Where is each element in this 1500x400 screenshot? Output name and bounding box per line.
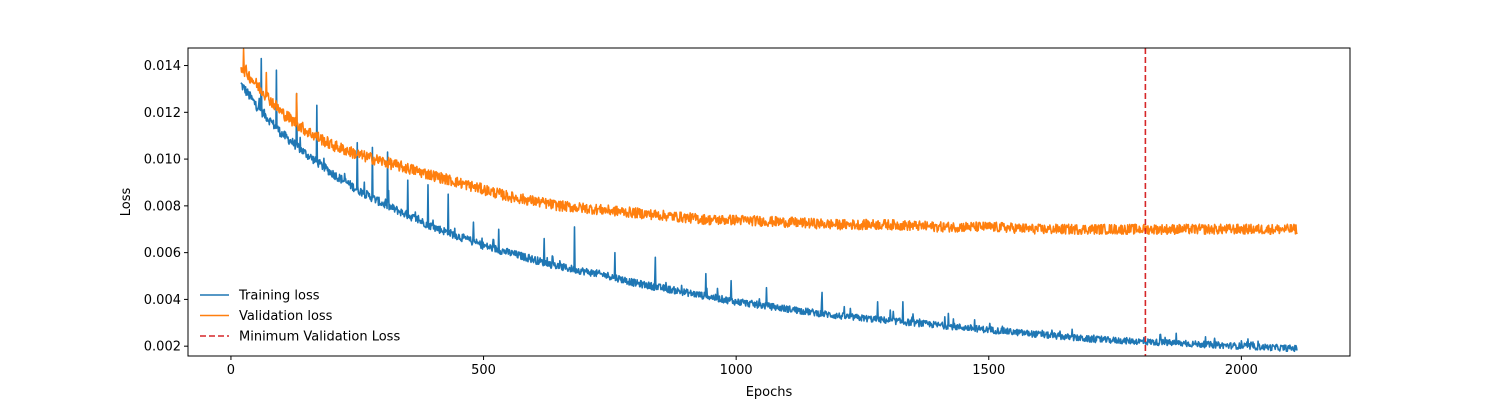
y-tick-label: 0.010 xyxy=(144,153,181,168)
y-tick-label: 0.006 xyxy=(144,246,181,261)
series-line-validation-loss xyxy=(240,48,1298,236)
y-axis-ticks: 0.002 0.004 0.006 0.008 0.010 0.012 0.014 xyxy=(144,59,188,355)
legend: Training loss Validation loss Minimum Va… xyxy=(200,289,400,345)
y-tick-label: 0.014 xyxy=(144,59,181,74)
x-axis-label: Epochs xyxy=(746,385,793,400)
x-tick-label: 2000 xyxy=(1225,363,1258,378)
y-tick-label: 0.002 xyxy=(144,340,181,355)
x-tick-label: 500 xyxy=(471,363,496,378)
y-tick-label: 0.012 xyxy=(144,106,181,121)
x-axis-ticks: 0 500 1000 1500 2000 xyxy=(227,356,1258,378)
plot-area xyxy=(240,48,1298,356)
axes-frame xyxy=(187,47,1351,357)
legend-label-minimum-validation-loss: Minimum Validation Loss xyxy=(239,330,400,345)
legend-label-validation-loss: Validation loss xyxy=(239,309,333,324)
y-axis-label: Loss xyxy=(119,188,134,217)
legend-label-training-loss: Training loss xyxy=(238,289,320,304)
x-tick-label: 1000 xyxy=(720,363,753,378)
x-tick-label: 0 xyxy=(227,363,235,378)
y-tick-label: 0.008 xyxy=(144,199,181,214)
x-tick-label: 1500 xyxy=(972,363,1005,378)
series-line-training-loss xyxy=(240,57,1298,353)
y-tick-label: 0.004 xyxy=(144,293,181,308)
